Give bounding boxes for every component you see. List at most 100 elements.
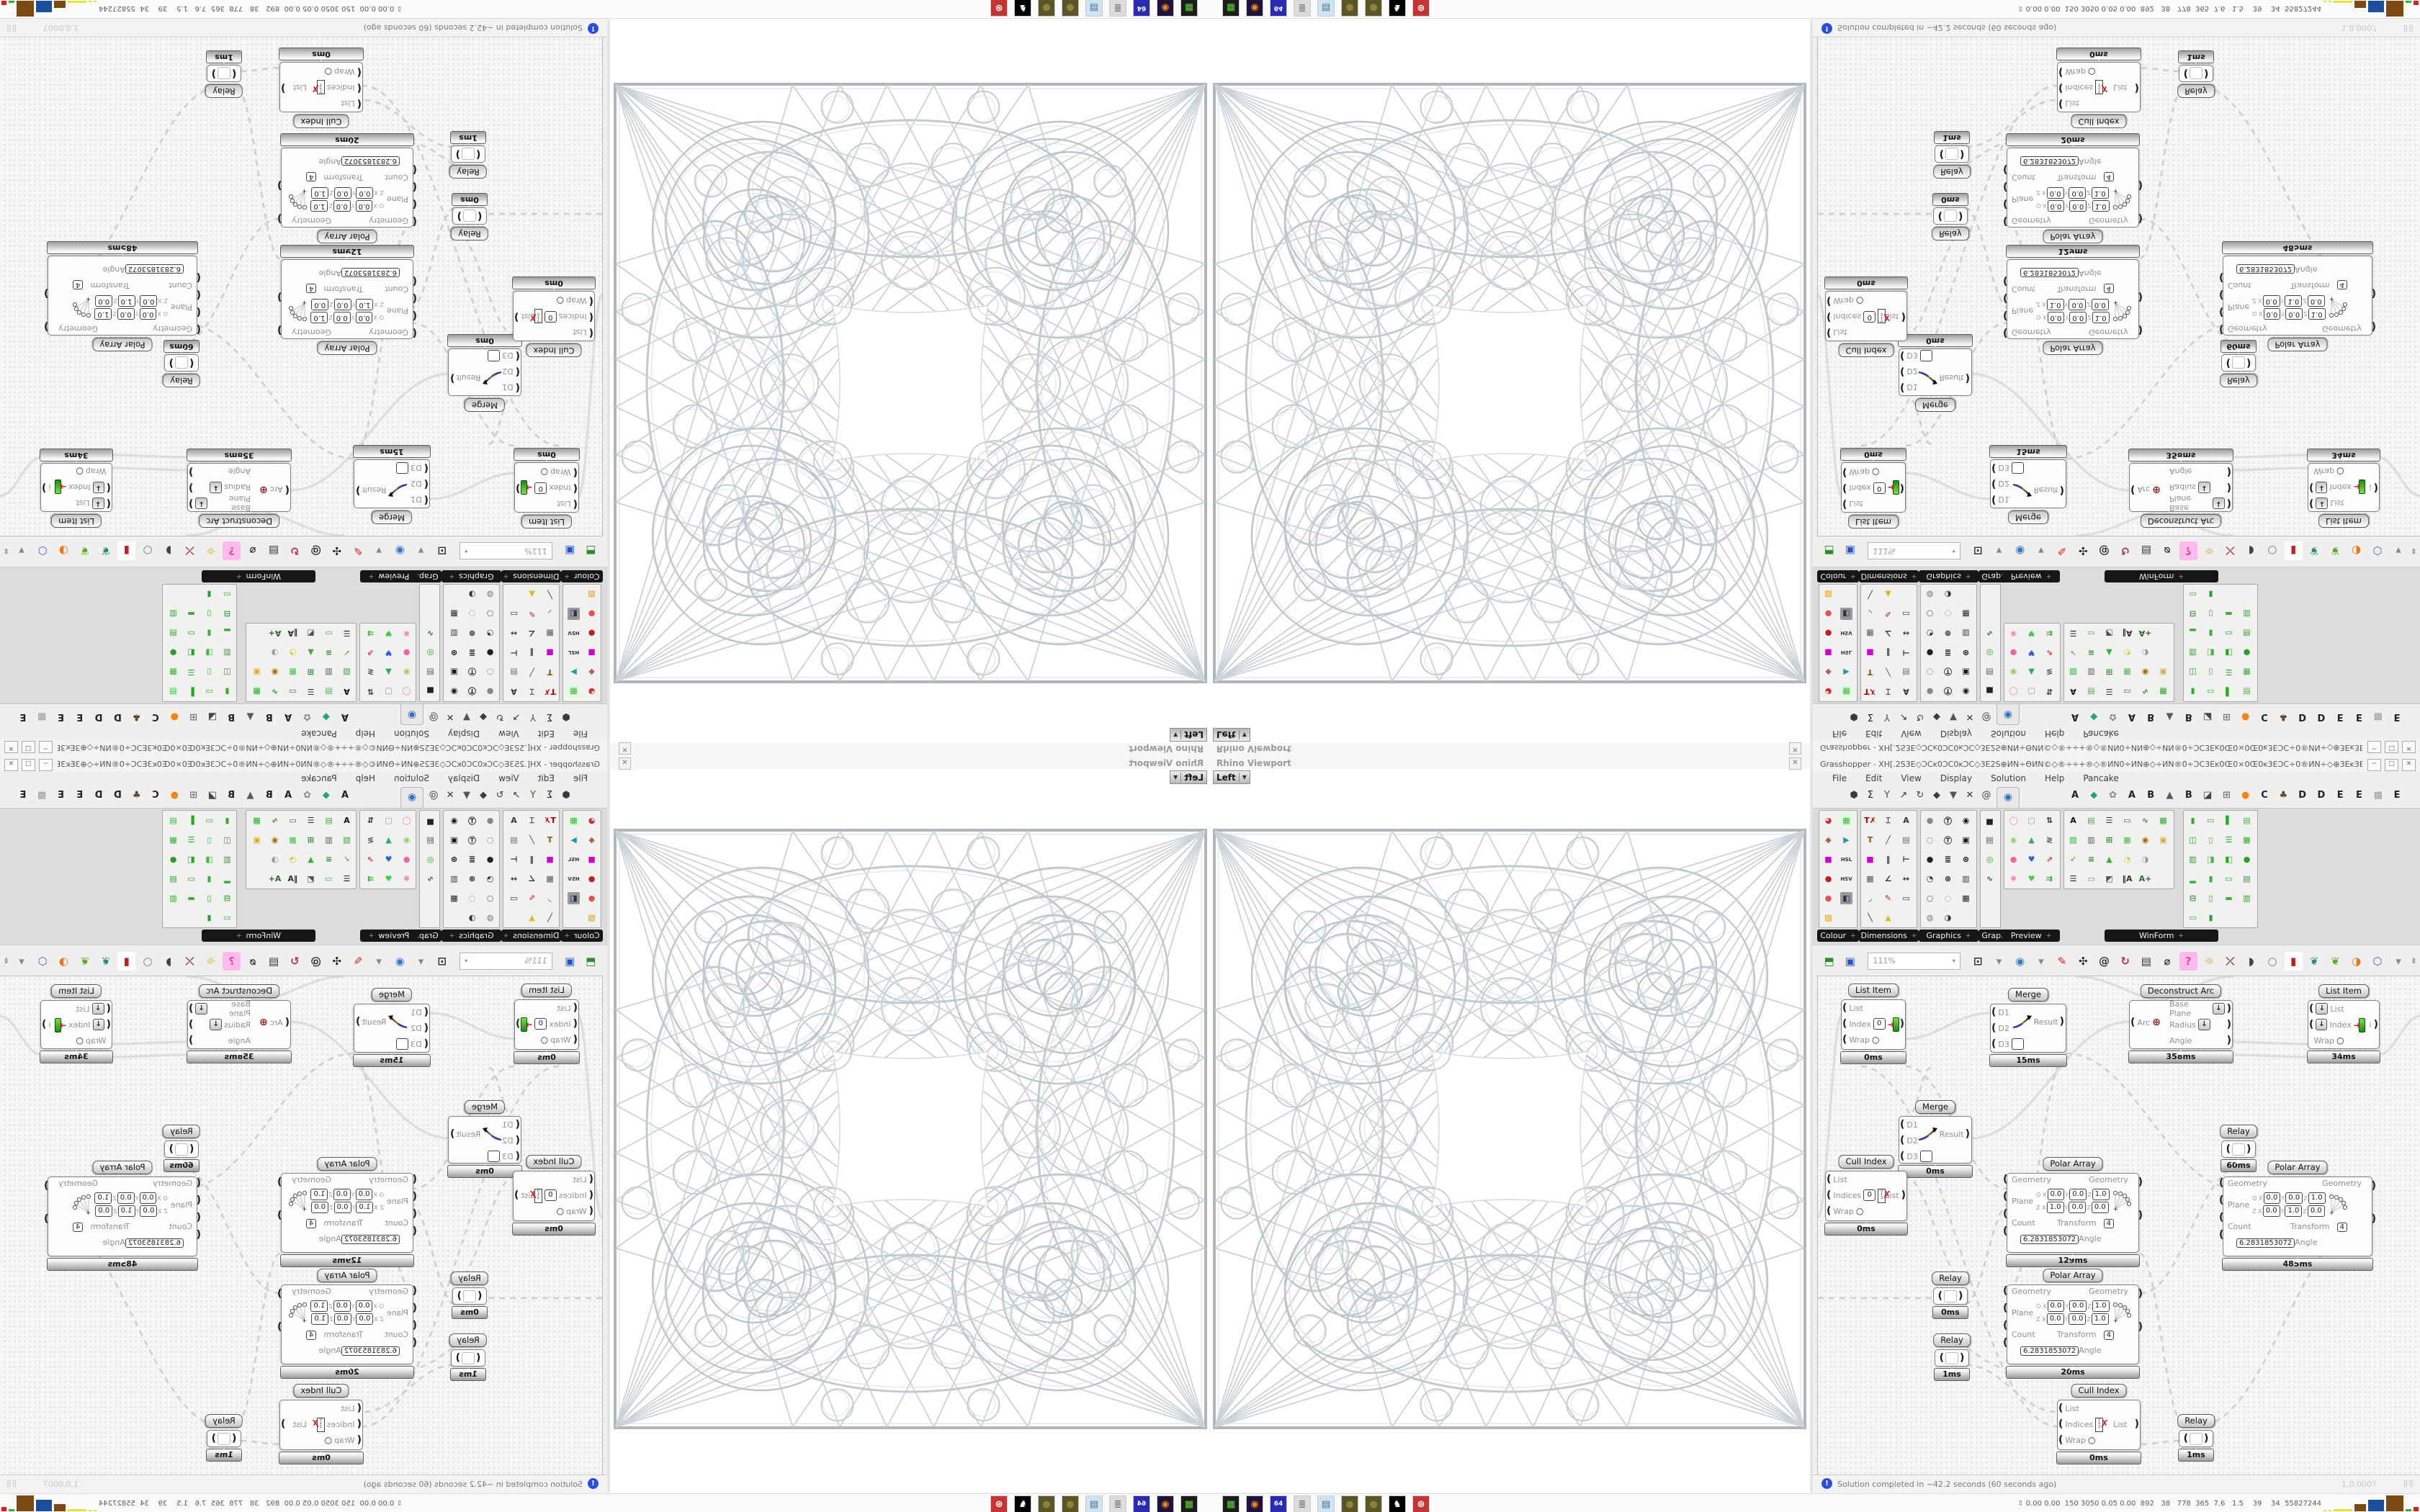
component-icon[interactable]: ▤ [510, 667, 518, 677]
component-icon[interactable]: ● [588, 894, 596, 903]
component-icon[interactable]: T✗ [1864, 816, 1876, 825]
toolbar-icon[interactable]: ▾ [1996, 544, 2002, 558]
category-icon-tab[interactable]: ↻ [496, 711, 504, 722]
toolbar-icon[interactable]: ⤫ [185, 954, 194, 968]
plugin-letter-tab[interactable]: ▩ [37, 790, 47, 801]
component-icon[interactable]: Ⓣ [468, 686, 476, 696]
component-icon[interactable]: ■ [588, 648, 596, 657]
component-icon[interactable]: ▬ [187, 609, 195, 618]
gh-node-relay[interactable]: Relay() 60ms [163, 1125, 200, 1172]
component-icon[interactable]: ‖A [287, 629, 298, 638]
node-label[interactable]: Polar Array [92, 338, 153, 351]
toolbar-icon[interactable]: ◗ [2248, 544, 2254, 558]
component-icon[interactable]: ✓ [2069, 855, 2077, 864]
palette-group-label-preview[interactable]: Preview + [360, 570, 418, 582]
component-icon[interactable]: ◞ [548, 609, 552, 618]
component-icon[interactable]: ▣ [450, 835, 458, 845]
component-icon[interactable]: ☰ [307, 816, 315, 825]
node-label[interactable]: Deconstruct Arc [198, 984, 280, 998]
plugin-letter-tab[interactable]: B [265, 790, 273, 801]
toolbar-icon[interactable]: ❦ [2310, 954, 2319, 968]
viewport-tab-left[interactable]: Left ▼ [1213, 770, 1250, 784]
category-icon-tab[interactable]: Σ [546, 711, 553, 722]
close-icon[interactable]: ✕ [4, 759, 18, 771]
category-icon-tab[interactable]: ↻ [1916, 711, 1924, 722]
taskbar-icon-app-notepad[interactable]: ▤ [1317, 1495, 1335, 1512]
gh-node-merge[interactable]: Merge(D1(D2(D3 Result) 15ms [353, 988, 431, 1067]
plugin-letter-tab[interactable]: A [284, 711, 292, 722]
component-icon[interactable]: ⌶ [529, 815, 534, 825]
minimize-icon[interactable]: ─ [39, 759, 53, 771]
plugin-letter-tab[interactable]: C [152, 790, 159, 801]
component-icon[interactable] [2154, 850, 2172, 869]
component-icon[interactable]: ≷ [2045, 835, 2053, 845]
toolbar-icon[interactable]: @ [306, 951, 326, 971]
component-icon[interactable]: ■ [1866, 855, 1874, 864]
component-icon[interactable]: ● [486, 687, 494, 696]
component-icon[interactable] [164, 585, 182, 604]
node-label[interactable]: Polar Array [317, 1269, 377, 1282]
toolbar-icon[interactable]: ○ [2267, 544, 2277, 558]
component-icon[interactable]: ◔ [289, 648, 297, 657]
node-label[interactable]: Cull Index [1838, 343, 1894, 357]
node-label[interactable]: Relay [1933, 1333, 1971, 1347]
category-icon-tab[interactable]: @ [429, 711, 439, 722]
gh-node-relay[interactable]: Relay() 1ms [205, 50, 243, 98]
component-icon[interactable]: ▯ [2208, 667, 2213, 677]
component-icon[interactable]: T [1867, 835, 1873, 845]
component-icon[interactable]: ▤ [2243, 816, 2251, 825]
plugin-letter-tab[interactable]: E [2336, 790, 2344, 801]
taskbar-icon-app-document[interactable]: ≣ [1109, 1495, 1126, 1512]
component-icon[interactable]: ‖A [2122, 629, 2133, 638]
component-icon[interactable]: ▦ [289, 835, 297, 845]
component-icon[interactable]: A+ [268, 874, 282, 883]
component-icon[interactable]: ∿ [1986, 629, 1994, 638]
toolbar-icon[interactable]: ▤ [2141, 954, 2151, 968]
component-icon[interactable]: ☰ [2105, 816, 2113, 825]
component-icon[interactable]: ▤ [1902, 835, 1910, 845]
component-icon[interactable]: ▮ [207, 913, 212, 922]
component-icon[interactable] [1981, 604, 1999, 624]
close-icon[interactable]: ✕ [2402, 741, 2416, 753]
component-icon[interactable]: ▮ [207, 874, 212, 883]
gh-node-cull-index[interactable]: Cull Index(List(Indices 0 1 2 ✗ List)(Wrap ○ 0m… [2056, 48, 2141, 128]
component-icon[interactable] [248, 850, 266, 869]
component-icon[interactable]: ▭ [2123, 687, 2131, 696]
component-icon[interactable]: ▭ [325, 874, 333, 883]
palette-group-label-preview[interactable]: Preview + [2002, 570, 2060, 582]
component-icon[interactable]: ▮ [2208, 590, 2213, 599]
category-icon-tab[interactable]: Y [1884, 790, 1890, 801]
component-icon[interactable]: ▤ [169, 874, 177, 883]
grasshopper-titlebar[interactable]: Grasshopper - XH[.2S3E◇ƆCĸ0ƆC0ĸƆC◇3E2S⊕И… [0, 740, 607, 756]
component-icon[interactable]: ▯ [2208, 609, 2213, 618]
component-icon[interactable]: ◉ [2009, 835, 2017, 845]
component-icon[interactable]: ▭ [187, 629, 195, 638]
toolbar-icon[interactable]: ▤ [269, 954, 279, 968]
component-icon[interactable]: ◌ [486, 667, 494, 677]
node-label[interactable]: Relay [451, 1272, 488, 1285]
component-icon[interactable]: ◔ [1926, 874, 1934, 883]
component-icon[interactable]: HSV [1840, 630, 1852, 636]
component-icon[interactable]: ▲ [1885, 913, 1891, 922]
gh-node-relay[interactable]: Relay() 1ms [2177, 50, 2215, 98]
component-icon[interactable]: ⇅ [2045, 816, 2053, 825]
component-icon[interactable]: ◧ [187, 648, 195, 657]
palette-group-label-graphics[interactable]: Graphics + [1919, 570, 1978, 582]
component-icon[interactable]: Ⓣ [1944, 835, 1952, 845]
component-icon[interactable]: ◕ [588, 816, 596, 825]
component-icon[interactable]: ▲ [2028, 835, 2035, 845]
gh-node-polar-array[interactable]: Polar Array(((()) Geometry Geometry Plane O … [277, 1269, 417, 1379]
component-icon[interactable]: ● [486, 648, 494, 657]
taskbar-icon-app-document[interactable]: ≣ [1294, 0, 1311, 17]
component-icon[interactable] [421, 908, 439, 927]
taskbar-icon-app-sphere-1[interactable]: ● [1062, 0, 1079, 17]
maximize-icon[interactable]: □ [2385, 741, 2398, 753]
component-icon[interactable] [1981, 888, 1999, 908]
component-icon[interactable]: ≡ [325, 648, 333, 657]
menu-item-pancake[interactable]: Pancake [2083, 773, 2119, 783]
component-icon[interactable]: ▌ [188, 816, 194, 825]
component-icon[interactable]: ● [169, 855, 177, 864]
menu-item-help[interactable]: Help [355, 729, 376, 739]
plugin-letter-tab[interactable]: E [76, 711, 84, 722]
